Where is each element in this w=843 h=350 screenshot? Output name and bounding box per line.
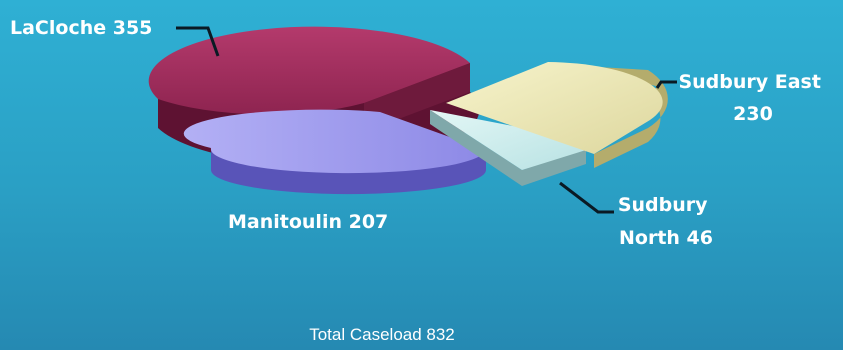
leader-lacloche: [176, 26, 220, 57]
label-sudbury-north-line-1: Sudbury: [618, 194, 708, 216]
slice-lacloche-top: [148, 26, 470, 115]
leader-sudbury-north: [559, 181, 614, 214]
slice-sudbury-east-side: [548, 64, 668, 168]
label-sudbury-north: Sudbury North 46: [618, 194, 714, 249]
slice-lacloche-cut: [364, 63, 470, 132]
label-lacloche: LaCloche 355: [10, 17, 152, 39]
label-sudbury-north-line-2: North 46: [619, 227, 713, 249]
slice-manitoulin-top: [183, 109, 486, 174]
leader-sudbury-east: [655, 80, 677, 89]
slice-sudbury-east: [446, 62, 668, 168]
label-sudbury-east-line-1: Sudbury East: [678, 71, 821, 93]
slice-sudbury-north-top: [430, 110, 586, 170]
slice-manitoulin: [183, 109, 486, 195]
label-sudbury-east-line-2: 230: [733, 103, 773, 125]
label-lacloche-line-1: LaCloche 355: [10, 17, 152, 39]
slice-sudbury-north-side: [430, 110, 586, 186]
label-manitoulin-line-1: Manitoulin 207: [228, 211, 388, 233]
label-sudbury-east: Sudbury East 230: [678, 71, 827, 125]
total-caption: Total Caseload 832: [309, 325, 455, 344]
slice-sudbury-east-top: [446, 62, 663, 154]
slice-sudbury-north: [430, 110, 586, 186]
label-manitoulin: Manitoulin 207: [228, 211, 388, 233]
